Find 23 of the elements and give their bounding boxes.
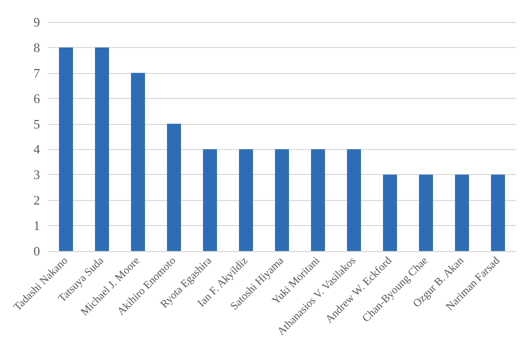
bar [59, 47, 73, 251]
bar [311, 149, 325, 251]
bar [275, 149, 289, 251]
bar [239, 149, 253, 251]
y-tick-label: 3 [34, 167, 40, 182]
y-tick-label: 5 [34, 116, 40, 132]
bar [419, 174, 433, 251]
y-tick-label: 2 [34, 192, 40, 208]
bar [95, 47, 109, 251]
bar [347, 149, 361, 251]
y-tick-label: 0 [34, 244, 40, 258]
bar [203, 149, 217, 251]
bar [383, 174, 397, 251]
y-tick-label: 4 [34, 142, 40, 157]
bar [131, 72, 145, 251]
y-tick-label: 9 [34, 14, 40, 30]
y-tick-label: 8 [34, 40, 40, 55]
bar [455, 174, 469, 251]
bar [491, 174, 505, 251]
y-tick-label: 1 [34, 218, 40, 234]
bar [167, 124, 181, 251]
y-tick-label: 6 [34, 90, 40, 106]
y-tick-label: 7 [34, 65, 40, 80]
